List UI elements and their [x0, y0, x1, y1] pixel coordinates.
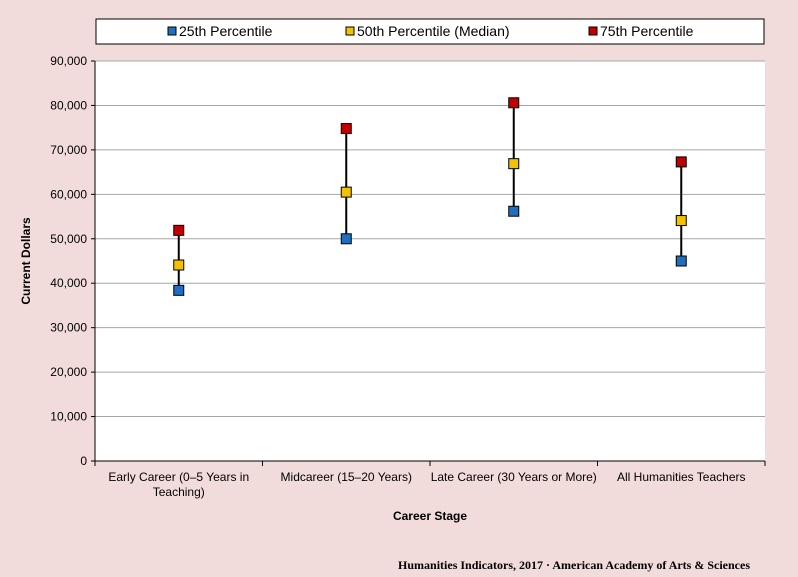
- y-tick-label: 40,000: [50, 276, 87, 290]
- legend: 25th Percentile 50th Percentile (Median) 7…: [95, 18, 765, 45]
- plot-area: [95, 61, 765, 461]
- y-axis-title: Current Dollars: [19, 217, 33, 305]
- x-tick-label: Early Career (0–5 Years in Teaching): [108, 470, 249, 499]
- x-tick-label: Midcareer (15–20 Years): [281, 470, 412, 484]
- y-tick-label: 80,000: [50, 98, 87, 112]
- legend-marker: [167, 26, 177, 36]
- y-tick-label: 10,000: [50, 410, 87, 424]
- data-point: [675, 255, 687, 267]
- data-point: [508, 97, 520, 109]
- legend-marker: [345, 26, 355, 36]
- y-tick-label: 0: [80, 454, 87, 468]
- y-tick-label: 50,000: [50, 232, 87, 246]
- legend-marker: [588, 26, 598, 36]
- y-tick-label: 70,000: [50, 143, 87, 157]
- axes: [91, 60, 766, 466]
- x-tick-label: Late Career (30 Years or More): [431, 470, 597, 484]
- legend-box: [95, 18, 765, 45]
- legend-label: 75th Percentile: [600, 23, 694, 39]
- data-point: [340, 123, 352, 135]
- x-axis-title: Career Stage: [393, 509, 467, 523]
- x-tick-label: All Humanities Teachers: [617, 470, 746, 484]
- legend-label: 25th Percentile: [179, 23, 273, 39]
- y-tick-labels: 0 10,000 20,000 30,000 40,000 50,000 60,000 70,…: [50, 54, 87, 468]
- data-point: [508, 205, 520, 217]
- data-point: [508, 158, 520, 170]
- data-point: [675, 215, 687, 227]
- data-point: [340, 233, 352, 245]
- legend-label: 50th Percentile (Median): [357, 23, 510, 39]
- data-points: [173, 97, 687, 296]
- x-tick-labels: Early Career (0–5 Years in Teaching) Midca…: [108, 470, 745, 499]
- data-point: [173, 224, 185, 236]
- data-point: [173, 259, 185, 271]
- data-point: [173, 284, 185, 296]
- data-point: [675, 156, 687, 168]
- source-credit: Humanities Indicators, 2017 · American A…: [398, 558, 750, 572]
- data-point: [340, 186, 352, 198]
- y-tick-label: 60,000: [50, 187, 87, 201]
- y-tick-label: 30,000: [50, 321, 87, 335]
- gridlines: [95, 60, 765, 418]
- y-tick-label: 90,000: [50, 54, 87, 68]
- y-tick-label: 20,000: [50, 365, 87, 379]
